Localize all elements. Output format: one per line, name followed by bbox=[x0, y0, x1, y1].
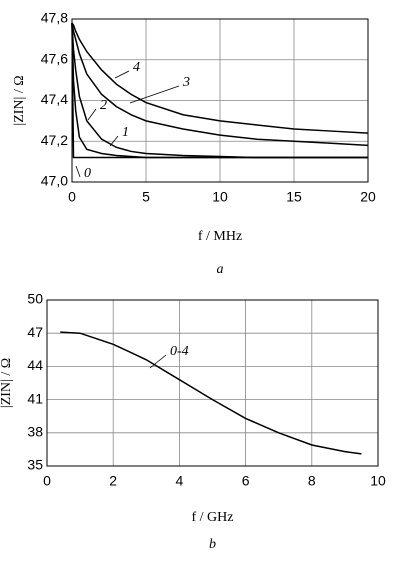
leader-line bbox=[149, 354, 167, 369]
x-axis-label: f / MHz bbox=[198, 229, 242, 244]
y-tick-label: 41 bbox=[27, 390, 43, 406]
x-tick-label: 15 bbox=[286, 189, 302, 205]
y-tick-label: 47,4 bbox=[41, 91, 68, 107]
y-tick-label: 50 bbox=[27, 291, 43, 307]
leader-line bbox=[75, 165, 81, 178]
series-label: 2 bbox=[100, 98, 107, 113]
x-axis-label: f / GHz bbox=[192, 510, 234, 525]
plot-frame bbox=[71, 18, 369, 183]
y-axis-label: |ZIN| / Ω bbox=[0, 358, 14, 408]
line bbox=[71, 22, 369, 147]
x-tick-label: 2 bbox=[109, 473, 117, 489]
x-tick-label: 5 bbox=[142, 189, 150, 205]
x-tick-label: 10 bbox=[370, 473, 386, 489]
line bbox=[60, 331, 362, 455]
y-tick-label: 44 bbox=[27, 357, 43, 373]
leader-line bbox=[87, 108, 97, 121]
series-label: 4 bbox=[133, 60, 140, 75]
plot-frame bbox=[46, 299, 379, 467]
y-tick-label: 47,2 bbox=[41, 132, 68, 148]
series-label: 3 bbox=[182, 75, 190, 90]
x-tick-label: 0 bbox=[43, 473, 51, 489]
x-tick-label: 20 bbox=[360, 189, 376, 205]
y-tick-label: 47,0 bbox=[41, 173, 68, 189]
y-tick-label: 35 bbox=[27, 457, 43, 473]
y-axis-label: |ZIN| / Ω bbox=[12, 75, 27, 125]
plot-area bbox=[46, 299, 379, 467]
y-tick-label: 38 bbox=[27, 424, 43, 440]
y-tick-label: 47,6 bbox=[41, 50, 68, 66]
leader-line bbox=[129, 85, 180, 104]
x-tick-label: 4 bbox=[176, 473, 184, 489]
series-label: 1 bbox=[122, 125, 129, 140]
caption: b bbox=[209, 537, 216, 552]
x-tick-label: 0 bbox=[68, 189, 76, 205]
y-tick-label: 47 bbox=[27, 324, 43, 340]
x-tick-label: 6 bbox=[242, 473, 250, 489]
y-tick-label: 47,8 bbox=[41, 10, 68, 26]
x-tick-label: 8 bbox=[308, 473, 316, 489]
leader-line bbox=[114, 70, 130, 79]
line bbox=[71, 23, 368, 159]
series-label: 0-4 bbox=[170, 344, 189, 359]
x-tick-label: 10 bbox=[212, 189, 228, 205]
caption: a bbox=[217, 262, 224, 277]
series-label: 0 bbox=[84, 166, 91, 181]
line bbox=[71, 22, 369, 134]
